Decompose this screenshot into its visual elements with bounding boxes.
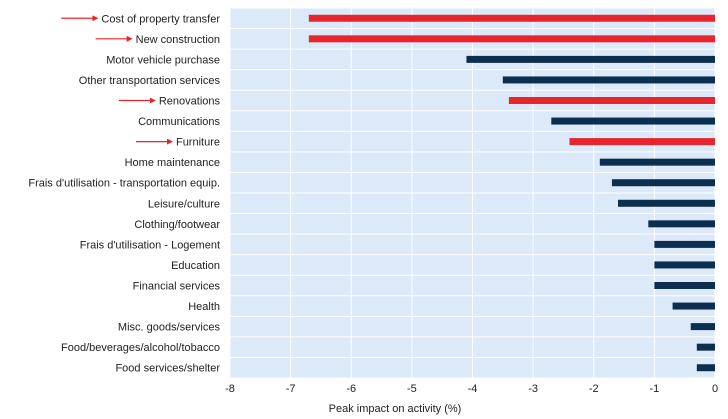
category-label: Clothing/footwear [134,219,220,231]
bar [466,55,715,63]
x-tick-labels: -8 -7 -6 -5 -4 -3 -2 -1 0 [225,383,718,395]
bar [696,364,715,372]
category-label: Misc. goods/services [118,322,221,334]
bar [569,138,715,146]
category-label: Food/beverages/alcohol/tobacco [61,342,220,354]
category-label: New construction [136,34,220,46]
bar [308,14,715,22]
bar [690,323,715,331]
category-label: Furniture [176,137,220,149]
category-label: Home maintenance [125,157,220,169]
x-tick-label: -2 [589,383,599,395]
x-tick-label: -5 [407,383,417,395]
x-tick-label: -8 [225,383,235,395]
category-label: Renovations [159,96,221,108]
x-tick-label: 0 [712,383,718,395]
grid-lines [229,7,716,379]
bar [654,282,715,289]
bar [648,220,715,228]
bar [696,343,715,351]
category-label: Food services/shelter [115,363,220,375]
category-labels: Cost of property transfer New constructio… [28,13,220,374]
category-label: Motor vehicle purchase [106,54,220,66]
x-tick-label: -3 [528,383,538,395]
category-label: Frais d'utilisation - transportation equ… [28,178,220,190]
bar [654,261,715,269]
highlight-arrows [61,15,173,145]
x-tick-label: -4 [468,383,478,395]
bars [308,14,715,372]
x-tick-label: -6 [346,383,356,395]
category-label: Other transportation services [79,75,221,87]
bar [502,76,715,84]
bar [672,302,715,310]
bar [508,97,715,104]
x-axis-label: Peak impact on activity (%) [329,403,462,415]
bar [611,179,715,187]
category-label: Frais d'utilisation - Logement [80,239,220,251]
bar [599,158,715,166]
category-label: Health [188,301,220,313]
x-tick-label: -1 [649,383,659,395]
x-tick-label: -7 [286,383,296,395]
bar [551,117,715,125]
bar [654,240,715,248]
category-label: Communications [138,116,220,128]
bar [618,199,715,207]
category-label: Cost of property transfer [101,13,220,25]
category-label: Education [171,260,220,272]
bar [308,35,715,43]
category-label: Leisure/culture [148,198,220,210]
category-label: Financial services [133,281,221,293]
